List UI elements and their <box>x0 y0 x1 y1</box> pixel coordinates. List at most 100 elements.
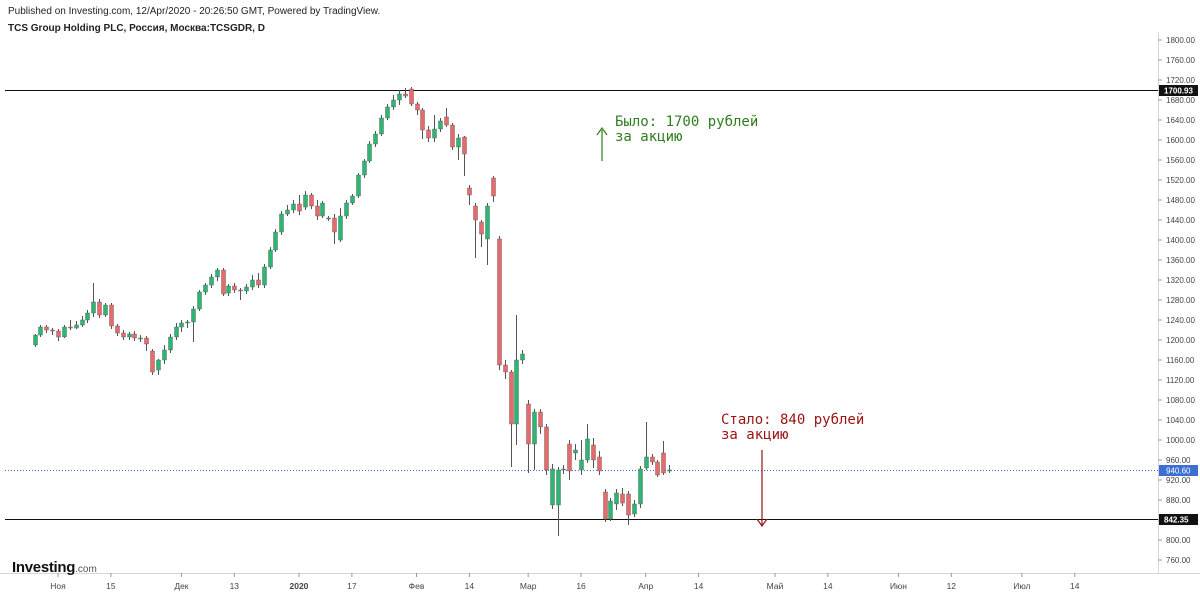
candle-body-up <box>244 286 249 292</box>
candle <box>409 87 414 106</box>
candle <box>509 370 514 467</box>
candle-body-up <box>91 301 96 314</box>
candle <box>197 290 202 311</box>
candle-body-down <box>650 456 655 463</box>
candle <box>179 320 184 332</box>
candle-body-up <box>367 143 372 162</box>
candle-body-down <box>473 205 478 221</box>
candle-body-up <box>532 411 537 445</box>
candle <box>526 400 531 473</box>
candle <box>367 141 372 163</box>
candle-body-up <box>168 336 173 351</box>
candle <box>221 268 226 296</box>
price-axis[interactable]: 760.00800.00840.00880.00920.00960.001000… <box>1158 32 1200 598</box>
candle-body-up <box>203 284 208 293</box>
price-tick-label: 1200.00 <box>1166 336 1195 345</box>
candle <box>432 115 437 142</box>
candle-body-up <box>608 500 613 520</box>
time-tick-label: Ноя <box>50 581 66 591</box>
candle-body-down <box>597 456 602 472</box>
candle <box>297 195 302 215</box>
price-tick-label: 1360.00 <box>1166 256 1195 265</box>
price-tick-label: 800.00 <box>1166 536 1191 545</box>
candle <box>80 316 85 327</box>
candle-body-up <box>38 326 43 336</box>
candle <box>479 220 484 247</box>
logo-brand: Investing <box>12 559 76 576</box>
candle <box>138 335 143 342</box>
candle <box>250 275 255 290</box>
candle-body-up <box>174 326 179 338</box>
candle-body-down <box>509 371 514 425</box>
candle-body-up <box>438 120 443 130</box>
candle-body-down <box>538 411 543 428</box>
candle-body-down <box>97 301 102 316</box>
time-tick-label: Дек <box>174 581 188 591</box>
candle-body-down <box>661 452 666 474</box>
candle-body-down <box>238 289 243 292</box>
candle <box>215 268 220 281</box>
candle-body-up <box>127 333 132 338</box>
candle-body-down <box>309 194 314 207</box>
candle-body-up <box>326 217 331 220</box>
candle <box>127 332 132 340</box>
annotation-after-line2: за акцию <box>721 427 789 443</box>
price-tick-label: 760.00 <box>1166 556 1191 565</box>
candle-body-up <box>550 468 555 506</box>
time-tick-label: 14 <box>1070 581 1080 591</box>
candle-body-up <box>397 93 402 101</box>
candle-body-up <box>585 438 590 461</box>
time-axis[interactable]: Ноя 15 Дек 13 2020 17 Фев 14 Мар 16 Апр 14 Май 14 Июн 1… <box>0 573 1200 591</box>
candle-body-down <box>526 403 531 445</box>
candle <box>273 229 278 252</box>
candle-body-up <box>303 194 308 208</box>
candle <box>385 104 390 120</box>
candle-body-up <box>209 276 214 286</box>
candle <box>573 444 578 460</box>
candle-body-down <box>221 269 226 295</box>
candle-body-down <box>232 285 237 291</box>
candle <box>379 115 384 136</box>
candle-body-up <box>561 468 566 471</box>
annotation-before: Было: 1700 рублей за акцию <box>615 115 758 145</box>
candle-body-down <box>144 337 149 345</box>
candle-body-up <box>215 269 220 278</box>
candlesticks <box>33 87 672 536</box>
symbol-title: TCS Group Holding PLC, Россия, Москва:TC… <box>8 23 265 34</box>
investing-logo[interactable]: Investing.com <box>12 559 97 576</box>
candle-body-up <box>644 456 649 469</box>
candle <box>226 284 231 296</box>
time-tick-label: 15 <box>106 581 116 591</box>
candle <box>33 334 38 347</box>
candle-body-up <box>33 334 38 346</box>
candle <box>491 176 496 202</box>
candle <box>597 451 602 475</box>
candle <box>144 336 149 351</box>
price-tick-label: 1640.00 <box>1166 116 1195 125</box>
candle <box>203 283 208 295</box>
candle <box>191 306 196 342</box>
candle-body-up <box>373 133 378 145</box>
candle <box>162 345 167 364</box>
candle-body-up <box>162 349 167 361</box>
candle <box>444 108 449 127</box>
time-tick-label: 14 <box>694 581 704 591</box>
candle <box>97 299 102 318</box>
candle-body-down <box>56 330 61 338</box>
candle <box>462 136 467 176</box>
candle <box>450 123 455 150</box>
candle-body-down <box>444 116 449 126</box>
candle-body-up <box>379 117 384 135</box>
candle-body-down <box>332 217 337 233</box>
candle <box>397 90 402 105</box>
price-tick-label: 1800.00 <box>1166 36 1195 45</box>
candle-body-up <box>667 469 672 472</box>
price-tick-label: 920.00 <box>1166 476 1191 485</box>
candle <box>232 283 237 293</box>
last-price-label: 940.60 <box>1166 467 1191 476</box>
level-label-background <box>1159 85 1198 96</box>
candle-body-up <box>262 266 267 286</box>
candle-body-down <box>297 203 302 212</box>
candle <box>38 325 43 337</box>
